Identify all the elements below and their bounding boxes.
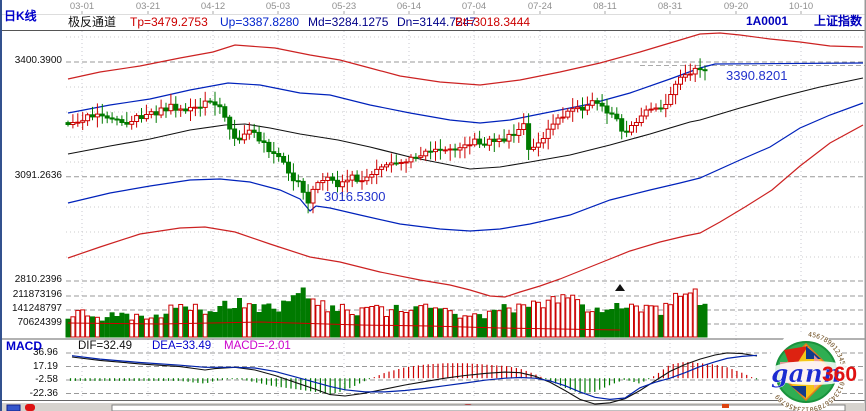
date-tick-label: 05-03 <box>265 1 291 12</box>
macd-panel-label[interactable]: MACD <box>6 339 42 353</box>
price-tick-label: 3400.3900 <box>14 55 62 66</box>
channel-indicator-label: 极反通道 <box>68 15 117 29</box>
annotation-period-low: 3016.5300 <box>324 189 386 204</box>
macd-dea-value: DEA=33.49 <box>152 340 212 352</box>
date-tick-label: 03-21 <box>135 1 161 12</box>
macd-tick-label: -2.58 <box>35 374 58 385</box>
volume-tick-label: 141248797 <box>11 303 62 314</box>
date-tick-label: 07-24 <box>527 1 553 12</box>
date-tick-label: 04-12 <box>200 1 226 12</box>
date-tick-label: 08-11 <box>593 1 617 12</box>
macd-bar-value: MACD=-2.01 <box>224 340 291 352</box>
chart-type-label[interactable]: 日K线 <box>4 9 37 23</box>
date-tick-label: 08-31 <box>657 1 683 12</box>
volume-ma-line <box>67 321 621 331</box>
bottom-toolbar-strip[interactable] <box>6 404 846 411</box>
date-tick-label: 07-04 <box>461 1 487 12</box>
symbol-code[interactable]: 1A0001 <box>745 14 788 28</box>
logo-360-text: 360 <box>822 363 857 386</box>
gann360-logo: 456789012345678901234567890123456789gann… <box>766 331 858 411</box>
channel-dn-value: Dn=3144.7247 <box>397 15 477 29</box>
logo-gann-text: gann <box>771 359 841 388</box>
date-tick-label: 03-01 <box>69 1 95 12</box>
macd-tick-label: 36.96 <box>32 347 58 358</box>
channel-tp-value: Tp=3479.2753 <box>130 15 208 29</box>
date-tick-label: 06-14 <box>396 1 422 12</box>
channel-line-md <box>67 77 864 170</box>
channel-md-value: Md=3284.1275 <box>308 15 389 29</box>
macd-tick-label: 17.19 <box>32 360 58 372</box>
macd-dif-value: DIF=32.49 <box>78 340 133 352</box>
macd-histogram <box>69 362 758 395</box>
price-tick-label: 2810.2396 <box>14 274 62 285</box>
date-tick-label: 05-23 <box>331 1 357 12</box>
volume-tick-label: 211873196 <box>12 289 62 300</box>
volume-marker-triangle <box>615 284 625 291</box>
date-tick-label: 09-20 <box>723 1 749 12</box>
channel-line-dn <box>67 102 864 232</box>
price-tick-label: 3091.2636 <box>14 169 62 181</box>
macd-dea-line <box>71 354 758 401</box>
channel-line-up <box>67 62 864 124</box>
symbol-name[interactable]: 上证指数 <box>813 14 862 28</box>
annotation-last-high: 3390.8201 <box>726 68 788 83</box>
channel-up-value: Up=3387.8280 <box>220 15 300 29</box>
channel-bt-value: Bt=3018.3444 <box>455 15 531 29</box>
macd-tick-label: -22.36 <box>29 387 58 399</box>
date-tick-label: 10-10 <box>788 1 814 12</box>
candlestick-series <box>65 58 708 214</box>
channel-line-tp <box>67 32 864 86</box>
channel-line-bt <box>67 124 864 298</box>
volume-tick-label: 70624399 <box>17 317 63 328</box>
